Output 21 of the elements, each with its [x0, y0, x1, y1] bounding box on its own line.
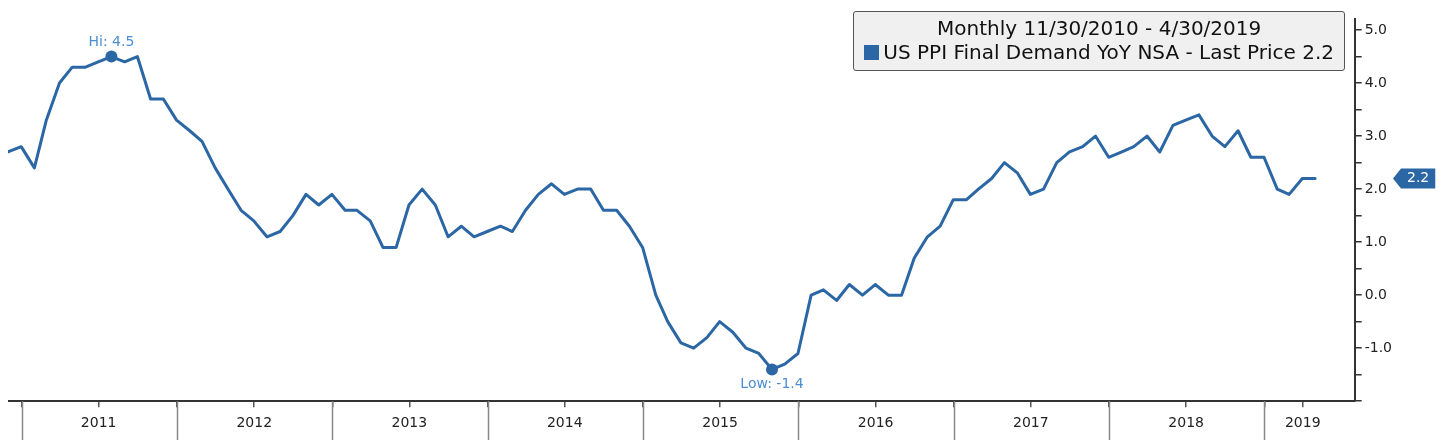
x-tick-label: 2012 — [236, 414, 273, 431]
legend-label: US PPI Final Demand YoY NSA - Last Price 2.2 — [883, 40, 1334, 64]
y-tick-label: -1.0 — [1364, 338, 1393, 355]
text: 2.2 — [1407, 169, 1430, 186]
annotation: Low: -1.4 — [740, 375, 804, 392]
y-tick-label: 0.0 — [1364, 285, 1387, 302]
legend-title: Monthly 11/30/2010 - 4/30/2019 — [936, 16, 1263, 40]
x-tick-label: 2011 — [80, 414, 117, 431]
x-tick-label: 2016 — [857, 414, 894, 431]
annotation: Hi: 4.5 — [88, 33, 135, 50]
y-tick-label: 5.0 — [1364, 20, 1387, 37]
y-tick-label: 4.0 — [1364, 73, 1387, 90]
x-tick-label: 2013 — [391, 414, 428, 431]
x-tick-label: 2019 — [1284, 414, 1321, 431]
x-tick-label: 2018 — [1168, 414, 1204, 431]
y-tick-label: 2.0 — [1364, 179, 1387, 196]
x-tick-label: 2017 — [1012, 414, 1049, 431]
x-tick-label: 2014 — [546, 414, 583, 431]
x-tick-label: 2015 — [702, 414, 738, 431]
y-tick-label: 1.0 — [1364, 232, 1387, 249]
y-tick-label: 3.0 — [1364, 126, 1387, 143]
